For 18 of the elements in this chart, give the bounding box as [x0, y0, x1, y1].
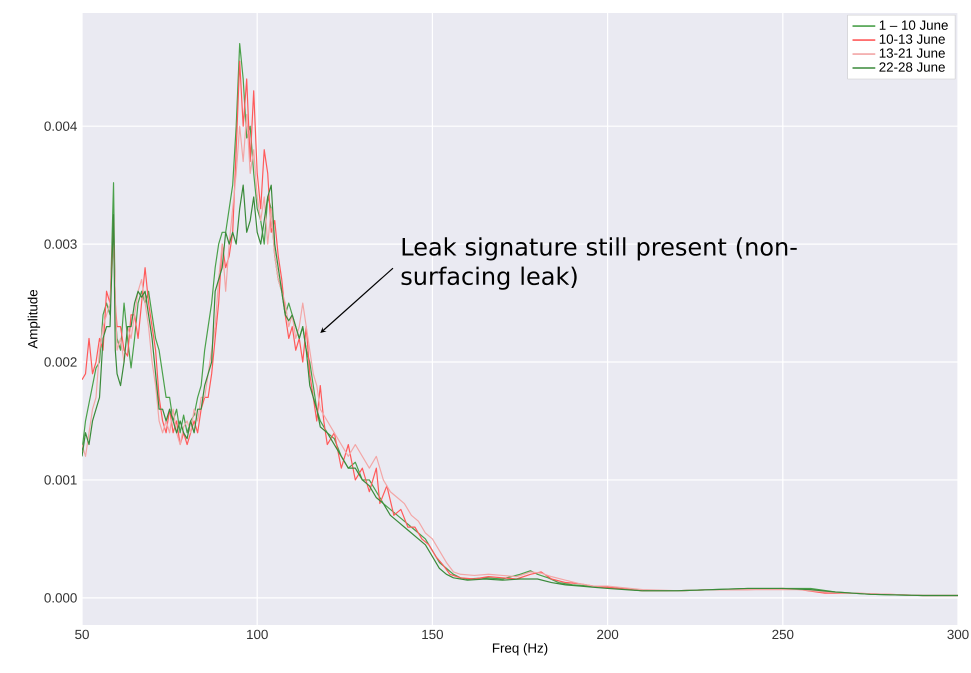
x-tick-label: 150: [422, 630, 444, 640]
x-tick-label: 300: [947, 630, 969, 640]
y-tick-label: 0.004: [44, 121, 77, 131]
x-axis-title: Freq (Hz): [492, 642, 548, 656]
x-tick-label: 200: [597, 630, 618, 640]
y-tick-label: 0.000: [44, 593, 77, 603]
x-tick-label: 250: [772, 630, 794, 640]
legend-label: 22-28 June: [879, 62, 945, 72]
annotation: Leak signature still present (non-surfacing leak): [402, 237, 797, 290]
legend-label: 10-13 June: [880, 34, 945, 44]
y-tick-label: 0.003: [44, 239, 77, 249]
legend-label: 1 – 10 June: [880, 20, 948, 30]
legend-label: 13-21 June: [880, 48, 945, 58]
x-tick-label: 100: [247, 630, 268, 640]
y-tick-label: 0.002: [44, 357, 77, 367]
y-axis-title: Amplitude: [28, 290, 40, 349]
y-tick-label: 0.001: [44, 475, 77, 485]
x-tick-label: 50: [75, 630, 89, 640]
